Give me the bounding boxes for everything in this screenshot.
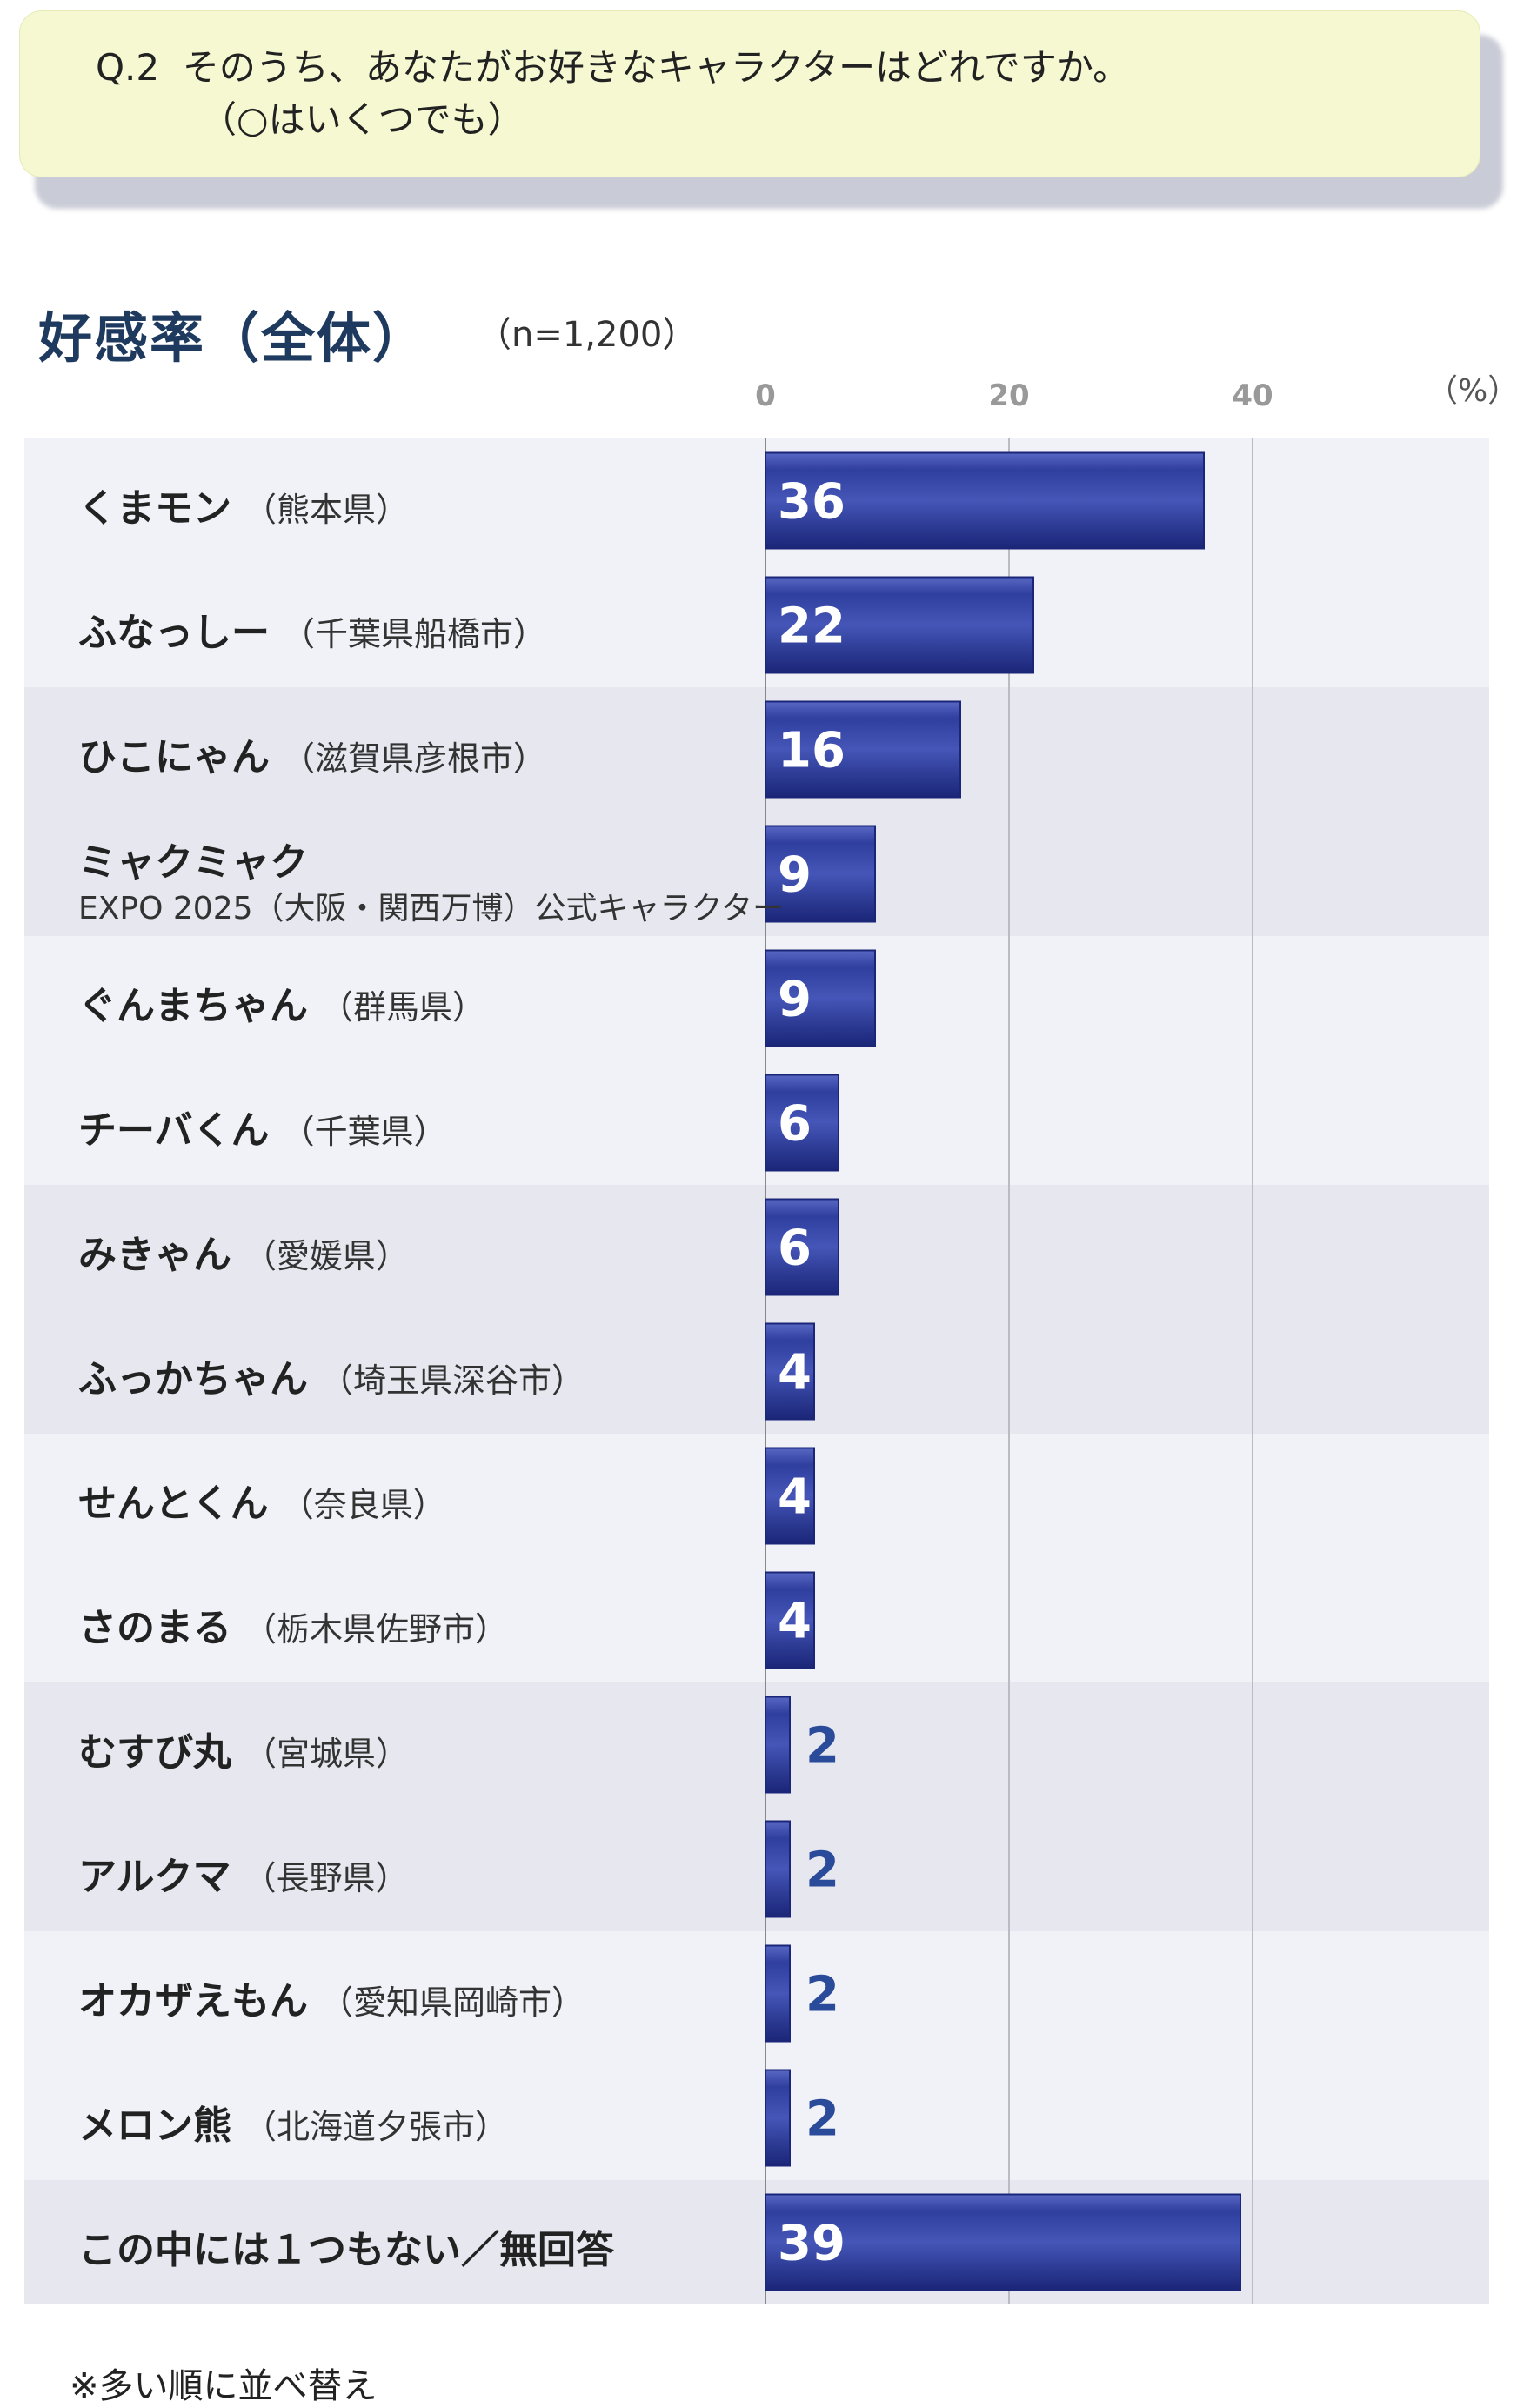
category-prefecture: （群馬県） xyxy=(320,988,486,1027)
category-label: むすび丸 （宮城県） xyxy=(78,1721,409,1776)
category-label: ひこにゃん （滋賀県彦根市） xyxy=(78,726,546,781)
category-label: ふっかちゃん （埼玉県深谷市） xyxy=(78,1348,585,1403)
category-label: ぐんまちゃん （群馬県） xyxy=(78,974,485,1030)
category-label: くまモン （熊本県） xyxy=(78,477,409,532)
data-label: 36 xyxy=(778,474,845,531)
data-label: 6 xyxy=(778,1096,812,1153)
data-label: 39 xyxy=(778,2216,845,2272)
category-label: みきゃん （愛媛県） xyxy=(78,1223,409,1279)
x-tick-label: 20 xyxy=(988,378,1029,413)
bar xyxy=(765,1322,815,1421)
bar xyxy=(765,2193,1241,2291)
bar xyxy=(765,1571,815,1669)
category-name: ふなっしー xyxy=(78,611,270,655)
bar xyxy=(765,1944,791,2043)
data-label: 9 xyxy=(778,847,812,904)
row-band xyxy=(24,1434,1489,1682)
bar xyxy=(765,949,876,1047)
category-prefecture: （北海道夕張市） xyxy=(244,2108,509,2146)
bar xyxy=(765,576,1034,674)
unit-label: （%） xyxy=(1427,373,1520,409)
bar xyxy=(765,2069,791,2167)
data-label: 16 xyxy=(778,723,845,779)
question-number: Q.2 xyxy=(96,46,160,89)
question-line2: （○はいくつでも） xyxy=(200,98,525,141)
category-name: アルクマ xyxy=(78,1855,231,1899)
bar xyxy=(765,452,1205,550)
category-prefecture: （埼玉県深谷市） xyxy=(320,1361,585,1400)
row-band xyxy=(24,2180,1489,2304)
category-label: この中には１つもない／無回答 xyxy=(78,2218,614,2274)
row-band xyxy=(24,1185,1489,1434)
data-label: 9 xyxy=(778,972,812,1028)
category-label: さのまる （栃木県佐野市） xyxy=(78,1596,508,1652)
category-label: ふなっしー （千葉県船橋市） xyxy=(78,601,546,657)
category-prefecture: （千葉県船橋市） xyxy=(282,615,547,653)
category-name: ひこにゃん xyxy=(78,735,270,779)
category-label: チーバくん （千葉県） xyxy=(78,1099,447,1154)
category-name: オカザえもん xyxy=(78,1979,308,2023)
category-prefecture: （滋賀県彦根市） xyxy=(282,739,547,778)
category-name: くまモン xyxy=(78,486,231,531)
row-band xyxy=(24,936,1489,1185)
category-name: さのまる xyxy=(78,1606,231,1650)
question-box xyxy=(19,10,1480,177)
category-name: ミャクミャク xyxy=(78,840,308,885)
category-subtitle: EXPO 2025（大阪・関西万博）公式キャラクター xyxy=(78,891,785,926)
bar xyxy=(765,1447,815,1545)
data-label: 4 xyxy=(778,1345,812,1401)
row-band xyxy=(24,687,1489,936)
x-tick-label: 40 xyxy=(1232,378,1273,413)
category-label: オカザえもん （愛知県岡崎市） xyxy=(78,1970,585,2025)
category-prefecture: （栃木県佐野市） xyxy=(244,1610,509,1649)
data-label: 2 xyxy=(805,2091,839,2148)
question-text: Q.2 そのうち、あなたがお好きなキャラクターはどれですか。 （○はいくつでも） xyxy=(96,42,1129,146)
sample-size: （n=1,200） xyxy=(477,315,698,355)
bar xyxy=(765,700,961,799)
data-label: 6 xyxy=(778,1221,812,1277)
category-label: メロン熊 （北海道夕張市） xyxy=(78,2094,508,2150)
category-prefecture: （千葉県） xyxy=(281,1113,447,1151)
bar xyxy=(765,1696,791,1794)
category-prefecture: （宮城県） xyxy=(244,1735,410,1773)
row-band xyxy=(24,1682,1489,1931)
category-name: チーバくん xyxy=(78,1108,270,1153)
row-band xyxy=(24,438,1489,687)
category-name: みきゃん xyxy=(78,1233,231,1277)
data-label: 4 xyxy=(778,1469,812,1526)
category-label: せんとくん （奈良県） xyxy=(78,1472,446,1528)
category-prefecture: （愛媛県） xyxy=(244,1237,410,1275)
category-name: メロン熊 xyxy=(78,2104,231,2148)
bar xyxy=(765,825,876,923)
category-prefecture: （熊本県） xyxy=(244,491,410,529)
category-label: ミャクミャク xyxy=(78,831,308,886)
category-label: アルクマ （長野県） xyxy=(78,1845,409,1901)
category-prefecture: （奈良県） xyxy=(280,1486,446,1524)
category-name: むすび丸 xyxy=(78,1730,231,1775)
row-band xyxy=(24,1931,1489,2180)
data-label: 2 xyxy=(805,1718,839,1775)
question-line1: そのうち、あなたがお好きなキャラクターはどれですか。 xyxy=(182,46,1130,89)
category-prefecture: （愛知県岡崎市） xyxy=(320,1983,585,2022)
category-name: ふっかちゃん xyxy=(78,1357,308,1401)
x-tick-label: 0 xyxy=(755,378,776,413)
data-label: 2 xyxy=(805,1843,839,1899)
data-label: 4 xyxy=(778,1594,812,1650)
bar xyxy=(765,1198,839,1296)
footnote: ※多い順に並べ替え xyxy=(70,2366,378,2406)
category-prefecture: （長野県） xyxy=(243,1859,409,1897)
data-label: 2 xyxy=(805,1967,839,2023)
category-name: ぐんまちゃん xyxy=(78,984,308,1028)
data-label: 22 xyxy=(778,599,845,655)
category-name: この中には１つもない／無回答 xyxy=(78,2228,614,2272)
chart-title: 好感率（全体） xyxy=(38,306,429,370)
category-name: せんとくん xyxy=(78,1482,269,1526)
bar xyxy=(765,1074,839,1172)
bar xyxy=(765,1820,791,1918)
